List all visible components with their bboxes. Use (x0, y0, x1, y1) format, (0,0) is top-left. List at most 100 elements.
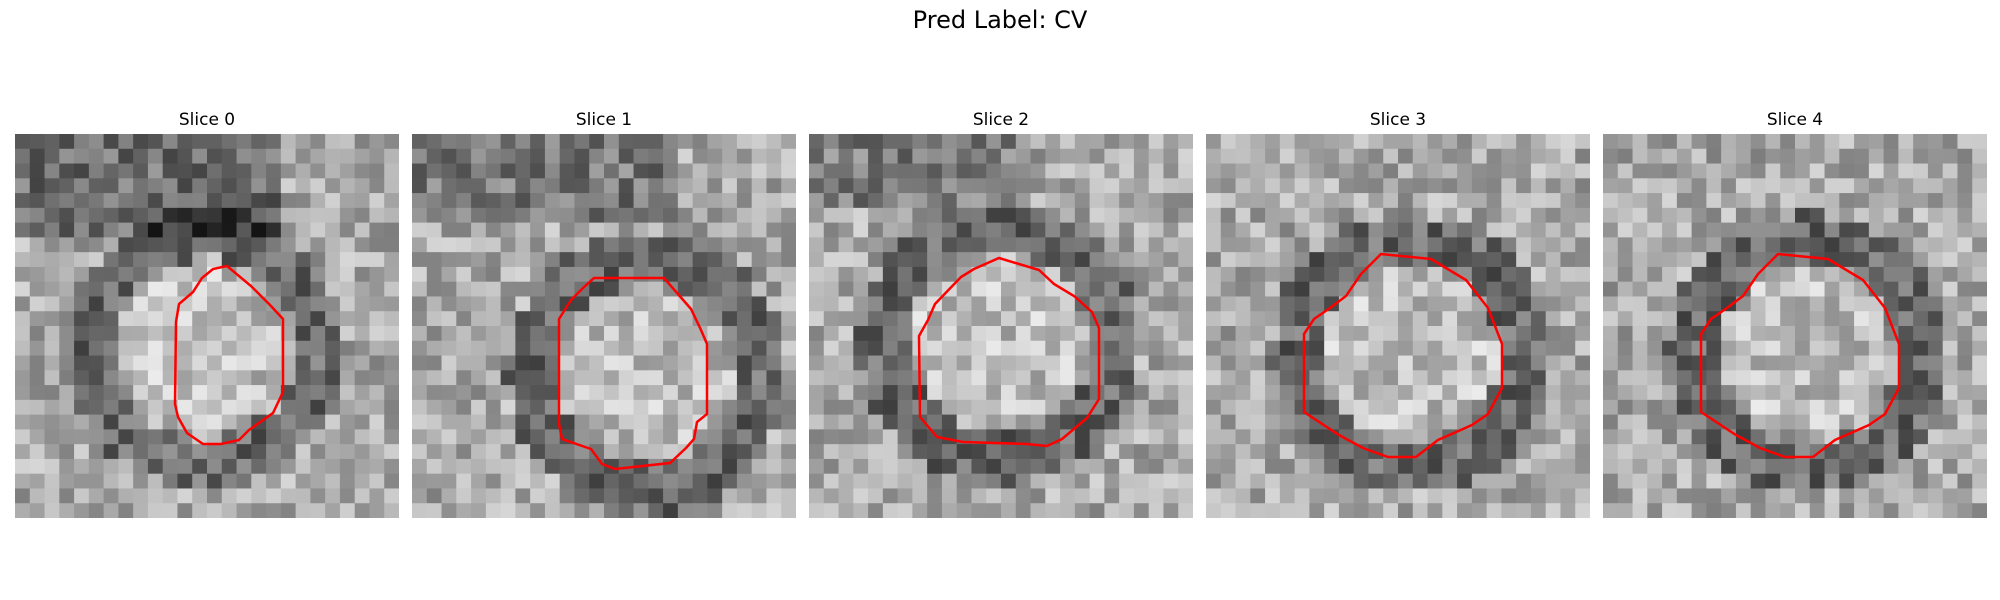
image-pixel (1235, 503, 1251, 518)
image-pixel (1721, 134, 1737, 150)
image-pixel (280, 355, 297, 371)
image-pixel (633, 207, 649, 224)
image-pixel (1279, 163, 1296, 179)
image-pixel (882, 473, 899, 490)
image-pixel (1854, 237, 1870, 253)
image-pixel (1383, 207, 1399, 224)
image-pixel (781, 326, 796, 342)
image-pixel (1074, 148, 1091, 165)
image-pixel (1516, 148, 1532, 165)
image-pixel (1383, 503, 1399, 518)
image-pixel (221, 163, 238, 179)
image-pixel (88, 488, 105, 504)
image-pixel (1045, 458, 1061, 475)
image-pixel (384, 370, 399, 386)
image-pixel (823, 444, 840, 460)
image-pixel (1412, 252, 1429, 268)
image-pixel (133, 134, 149, 150)
image-pixel (1780, 340, 1796, 357)
image-pixel (751, 296, 768, 312)
image-pixel (1927, 385, 1944, 401)
image-pixel (1883, 355, 1899, 371)
image-pixel (633, 193, 649, 209)
image-pixel (485, 207, 502, 224)
image-pixel (1294, 414, 1310, 430)
image-pixel (544, 385, 561, 401)
image-pixel (1089, 414, 1105, 430)
image-pixel (1324, 458, 1340, 475)
image-pixel (1927, 296, 1944, 312)
image-pixel (1691, 414, 1707, 430)
image-pixel (677, 370, 694, 386)
image-pixel (221, 473, 238, 490)
image-pixel (1617, 473, 1634, 490)
image-pixel (1750, 370, 1767, 386)
image-pixel (369, 296, 385, 312)
image-pixel (310, 370, 326, 386)
image-pixel (633, 429, 649, 445)
image-pixel (1220, 178, 1237, 194)
image-pixel (456, 340, 472, 357)
image-pixel (44, 326, 60, 342)
image-pixel (412, 399, 428, 416)
image-pixel (1250, 281, 1266, 298)
image-pixel (1765, 473, 1781, 490)
image-pixel (1809, 222, 1826, 238)
image-pixel (1486, 207, 1502, 224)
image-pixel (692, 355, 708, 371)
image-pixel (1530, 326, 1547, 342)
image-pixel (295, 503, 311, 518)
image-pixel (1398, 281, 1414, 298)
image-pixel (927, 473, 943, 490)
image-pixel (1530, 237, 1547, 253)
image-pixel (1206, 458, 1222, 475)
image-pixel (986, 296, 1002, 312)
image-pixel (1309, 473, 1325, 490)
image-pixel (751, 311, 768, 327)
slice-image (809, 134, 1193, 518)
image-pixel (354, 355, 371, 371)
image-pixel (74, 266, 90, 283)
image-pixel (1750, 458, 1767, 475)
image-pixel (1368, 207, 1384, 224)
image-pixel (809, 399, 825, 416)
image-pixel (1750, 222, 1767, 238)
image-pixel (618, 503, 635, 518)
image-pixel (1178, 193, 1193, 209)
image-pixel (1780, 429, 1796, 445)
image-pixel (133, 252, 149, 268)
image-pixel (971, 326, 987, 342)
image-pixel (1265, 488, 1281, 504)
image-pixel (1676, 148, 1693, 165)
image-pixel (648, 458, 664, 475)
image-pixel (441, 473, 457, 490)
image-pixel (1235, 355, 1251, 371)
image-pixel (663, 207, 679, 224)
image-pixel (236, 281, 252, 298)
image-pixel (1839, 370, 1855, 386)
image-pixel (1220, 385, 1237, 401)
image-pixel (1516, 252, 1532, 268)
image-pixel (1368, 163, 1384, 179)
image-pixel (1795, 399, 1811, 416)
image-pixel (736, 370, 753, 386)
image-pixel (544, 444, 561, 460)
image-pixel (295, 178, 311, 194)
image-pixel (236, 163, 252, 179)
image-pixel (1824, 311, 1840, 327)
image-pixel (1338, 385, 1355, 401)
image-pixel (722, 488, 738, 504)
image-pixel (1250, 414, 1266, 430)
image-pixel (133, 326, 149, 342)
image-pixel (339, 163, 356, 179)
image-pixel (1235, 340, 1251, 357)
image-pixel (74, 370, 90, 386)
image-pixel (74, 414, 90, 430)
image-pixel (118, 326, 134, 342)
image-pixel (515, 163, 531, 179)
image-pixel (1662, 429, 1678, 445)
image-pixel (1516, 503, 1532, 518)
image-pixel (1854, 281, 1870, 298)
image-pixel (162, 340, 179, 357)
image-pixel (1765, 163, 1781, 179)
